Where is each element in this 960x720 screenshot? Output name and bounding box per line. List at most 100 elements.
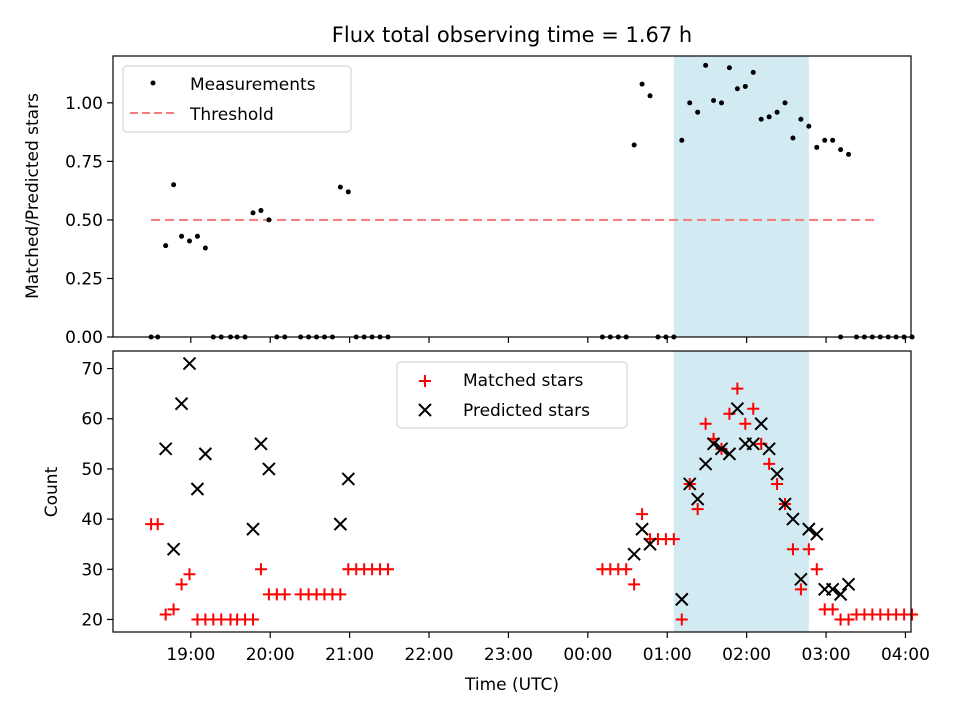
matched-point (167, 603, 180, 616)
predicted-point (762, 442, 776, 456)
chart-title: Flux total observing time = 1.67 h (332, 23, 692, 47)
top-highlight-span (673, 56, 809, 337)
matched-point (731, 382, 744, 395)
predicted-point (722, 447, 737, 461)
measurement-point (703, 62, 709, 68)
measurement-point (806, 123, 812, 129)
matched-point (906, 608, 919, 621)
x-tick-label: 23:00 (484, 645, 533, 665)
measurement-point (814, 144, 820, 150)
measurement-point (822, 137, 828, 143)
bottom-x-axis: 19:00 20:00 21:00 22:00 23:00 00:00 01:00 02:00… (166, 632, 930, 665)
x-tick-label: 21:00 (325, 645, 374, 665)
top-y-axis-label: Matched/Predicted stars (23, 93, 43, 299)
predicted-point (341, 472, 356, 486)
predicted-point (810, 527, 824, 541)
measurement-point (758, 116, 764, 122)
matched-point (334, 588, 347, 601)
bottom-legend-box (396, 361, 628, 429)
predicted-point (714, 442, 729, 456)
measurement-point (742, 83, 748, 89)
x-tick-label: 04:00 (881, 645, 930, 665)
bottom-panel: 20 30 40 50 60 70 19:00 20:00 21:00 22:00 23:00 00… (42, 350, 930, 695)
measurement-point (194, 233, 200, 239)
legend-threshold-label: Threshold (189, 105, 274, 125)
top-y-tick-label: 1.00 (65, 94, 103, 114)
matched-point (786, 543, 799, 556)
matched-point (667, 533, 680, 546)
predicted-point (174, 396, 189, 411)
top-y-tick-label: 0.50 (65, 211, 103, 231)
measurement-point (838, 147, 844, 153)
predicted-point (802, 522, 816, 536)
measurement-point (647, 93, 653, 99)
matched-point (381, 563, 394, 576)
top-y-axis: 0.00 0.25 0.50 0.75 1.00 (65, 94, 113, 348)
predicted-point (730, 401, 745, 416)
bottom-highlight-band (673, 351, 809, 632)
bottom-y-tick-label: 60 (81, 410, 103, 430)
predicted-point (825, 582, 840, 597)
predicted-point (833, 587, 848, 602)
predicted-point (690, 492, 705, 506)
matched-point (826, 603, 839, 616)
measurement-point (790, 135, 796, 141)
matched-point (278, 588, 291, 601)
x-tick-label: 00:00 (563, 645, 612, 665)
measurement-point (830, 137, 836, 143)
matched-point (739, 417, 752, 430)
bottom-y-axis-label: Count (42, 466, 62, 517)
bottom-y-tick-label: 20 (81, 610, 103, 630)
predicted-point (246, 522, 260, 536)
legend-matched-label: Matched stars (463, 371, 583, 391)
measurement-point (202, 245, 208, 251)
measurement-point (337, 184, 343, 190)
matched-point (842, 613, 855, 626)
predicted-point (754, 417, 768, 431)
predicted-point (198, 447, 213, 461)
matched-point (254, 563, 267, 576)
x-tick-label: 20:00 (246, 645, 295, 665)
predicted-point (262, 462, 276, 476)
matched-point (747, 402, 760, 415)
bottom-legend: Matched stars Predicted stars (396, 361, 628, 429)
measurement-point (250, 210, 256, 216)
bottom-y-tick-label: 70 (81, 360, 103, 380)
x-tick-label: 01:00 (643, 645, 692, 665)
matched-point (763, 457, 776, 470)
matched-point (771, 477, 784, 490)
measurement-point (639, 81, 645, 87)
bottom-y-axis: 20 30 40 50 60 70 (81, 360, 113, 630)
predicted-point (841, 577, 856, 592)
top-y-tick-label: 0.75 (65, 152, 103, 172)
top-highlight-band (673, 56, 809, 337)
top-panel: 0.00 0.25 0.50 0.75 1.00 Matched/Predicted s… (23, 55, 915, 348)
predicted-point (190, 482, 205, 496)
predicted-points (158, 356, 856, 607)
measurement-point (687, 100, 693, 106)
measurement-point (345, 189, 351, 195)
measurement-point (718, 100, 724, 106)
predicted-point (683, 477, 697, 491)
predicted-point (770, 467, 784, 481)
top-legend-box (122, 65, 352, 133)
measurement-point (798, 116, 804, 122)
bottom-y-tick-label: 30 (81, 560, 103, 580)
measurement-point (750, 69, 756, 75)
bottom-plot-frame (112, 350, 912, 633)
x-tick-label: 02:00 (722, 645, 771, 665)
x-tick-label: 03:00 (802, 645, 851, 665)
predicted-point (746, 437, 760, 451)
top-x-ticks (190, 337, 907, 343)
legend-measurements-label: Measurements (190, 75, 316, 95)
matched-point (636, 508, 649, 521)
matched-point (628, 578, 641, 591)
predicted-point (778, 497, 792, 511)
matched-point (699, 417, 712, 430)
predicted-point (166, 542, 181, 556)
matched-point (802, 543, 815, 556)
measurement-point (734, 86, 740, 92)
measurement-point (774, 109, 780, 115)
predicted-point (627, 547, 641, 561)
